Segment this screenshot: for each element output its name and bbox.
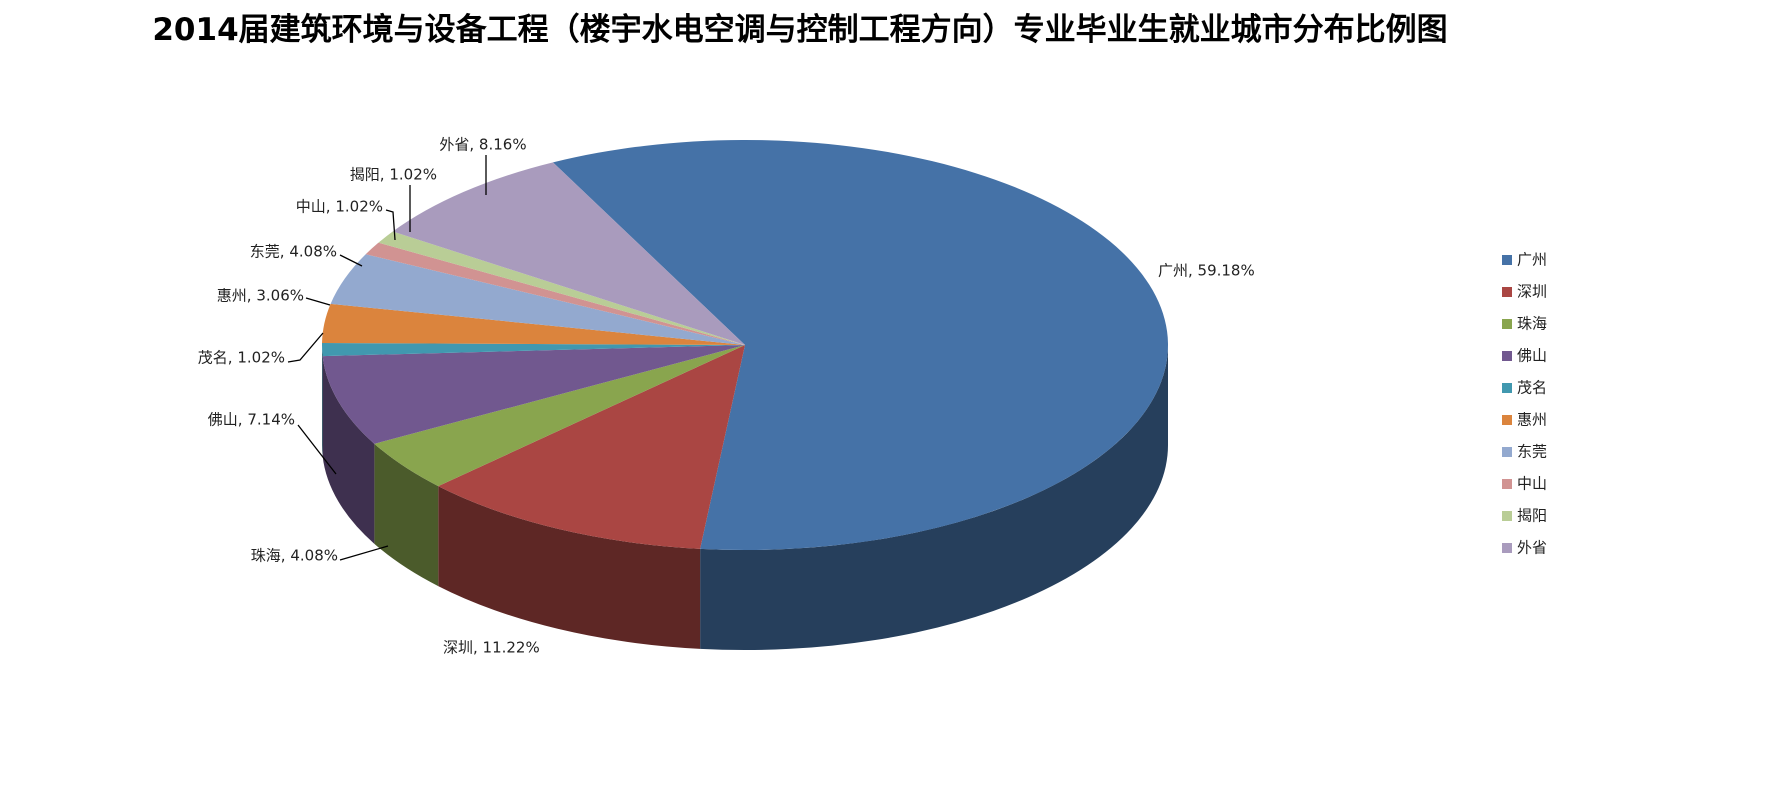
data-label: 广州, 59.18%: [1158, 262, 1255, 280]
pie-slice: [330, 254, 745, 345]
legend-label: 中山: [1517, 475, 1547, 493]
legend-label: 揭阳: [1517, 507, 1547, 525]
legend-label: 深圳: [1517, 283, 1547, 301]
leader-line: [339, 545, 389, 561]
data-label: 外省, 8.16%: [439, 136, 526, 154]
slice-side: [322, 345, 323, 457]
data-label: 茂名, 1.02%: [198, 349, 285, 367]
leader-line: [339, 254, 363, 267]
legend-label: 东莞: [1517, 443, 1547, 461]
data-label: 佛山, 7.14%: [208, 411, 295, 429]
slice-side: [374, 443, 439, 587]
legend-swatch: [1502, 383, 1512, 393]
data-label: 东莞, 4.08%: [250, 243, 337, 261]
leader-line: [385, 209, 396, 241]
pie-slice: [378, 231, 745, 345]
data-label: 中山, 1.02%: [296, 198, 383, 216]
legend-label: 外省: [1517, 539, 1547, 557]
pie-slice: [322, 303, 745, 345]
legend-swatch: [1502, 287, 1512, 297]
pie-slice: [322, 345, 745, 444]
legend-swatch: [1502, 543, 1512, 553]
pie-slice: [365, 242, 745, 345]
legend-swatch: [1502, 479, 1512, 489]
legend-swatch: [1502, 447, 1512, 457]
leader-line: [305, 297, 331, 306]
slice-side: [438, 486, 701, 649]
legend-label: 广州: [1517, 251, 1547, 269]
data-label: 揭阳, 1.02%: [350, 166, 437, 184]
legend-label: 珠海: [1517, 315, 1547, 333]
data-label: 深圳, 11.22%: [443, 639, 540, 657]
slice-side: [700, 345, 1168, 650]
leader-line: [297, 424, 337, 475]
legend-label: 佛山: [1517, 347, 1547, 365]
data-label: 珠海, 4.08%: [251, 547, 338, 565]
pie-slice: [552, 140, 1168, 551]
legend-swatch: [1502, 255, 1512, 265]
legend-swatch: [1502, 319, 1512, 329]
legend-label: 惠州: [1517, 411, 1547, 429]
slice-side: [322, 356, 375, 544]
pie-slice: [392, 162, 745, 345]
pie-slice: [322, 342, 745, 357]
legend-swatch: [1502, 511, 1512, 521]
legend-swatch: [1502, 351, 1512, 361]
chart-title: 2014届建筑环境与设备工程（楼宇水电空调与控制工程方向）专业毕业生就业城市分布…: [152, 12, 1448, 48]
pie-slice: [374, 345, 745, 487]
legend-label: 茂名: [1517, 379, 1547, 397]
pie-slice: [438, 345, 745, 549]
leader-line: [287, 332, 324, 363]
data-label: 惠州, 3.06%: [217, 287, 304, 305]
legend-swatch: [1502, 415, 1512, 425]
